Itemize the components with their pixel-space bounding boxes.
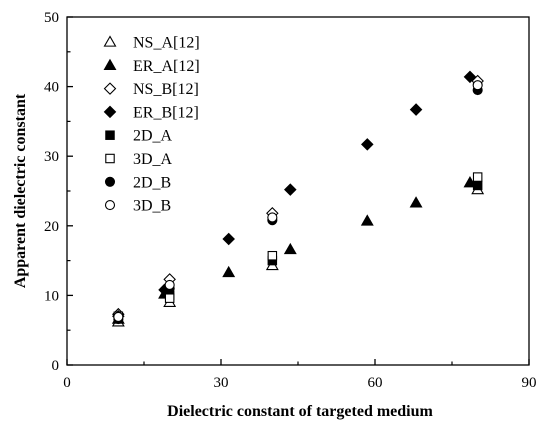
data-point [222, 265, 236, 278]
data-point [360, 214, 374, 226]
legend-label: 3D_A [133, 151, 173, 168]
legend: NS_A[12] ER_A[12] NS_B[12] ER_B[12] 2D_A 3D_A… [103, 35, 200, 215]
y-tick-label: 30 [44, 149, 59, 165]
y-tick-label: 20 [44, 219, 59, 235]
y-tick-label: 0 [52, 358, 60, 374]
legend-marker [103, 105, 117, 119]
data-point [267, 250, 278, 261]
data-point [113, 311, 124, 323]
legend-marker [103, 35, 117, 47]
legend-label: ER_A[12] [133, 58, 200, 75]
data-points [111, 70, 485, 327]
legend-marker [104, 200, 116, 211]
legend-marker [103, 58, 117, 70]
data-point [284, 183, 297, 196]
legend-label: NS_A[12] [133, 35, 200, 52]
legend-label: 3D_B [133, 198, 171, 215]
y-axis-label: Apparent dielectric constant [12, 93, 29, 288]
legend-marker [105, 153, 115, 164]
y-tick-label: 10 [44, 288, 59, 304]
data-point [409, 103, 423, 116]
legend-label: 2D_B [133, 174, 171, 191]
data-point [472, 80, 483, 91]
data-point [164, 279, 175, 291]
data-point [472, 172, 483, 182]
legend-label: NS_B[12] [133, 81, 199, 98]
data-point [472, 180, 483, 191]
data-point [463, 176, 477, 188]
y-tick-label: 40 [44, 80, 59, 96]
legend-label: 2D_A [133, 128, 173, 145]
x-tick-label: 30 [214, 375, 229, 391]
axes: 0 30 60 90 0 10 20 30 40 50 [44, 10, 537, 391]
data-point [409, 196, 423, 208]
data-point [222, 232, 235, 246]
x-tick-label: 60 [368, 375, 383, 391]
x-tick-label: 0 [63, 375, 71, 391]
legend-marker [105, 130, 115, 140]
x-axis-label: Dielectric constant of targeted medium [167, 403, 433, 420]
data-point [361, 138, 374, 151]
data-point [463, 70, 477, 84]
data-point [164, 293, 175, 303]
x-tick-label: 90 [522, 375, 537, 391]
legend-label: ER_B[12] [133, 104, 199, 121]
legend-marker [103, 82, 117, 95]
data-point [283, 242, 297, 255]
y-tick-label: 50 [44, 10, 59, 26]
legend-marker [104, 176, 116, 187]
data-point [267, 212, 278, 223]
